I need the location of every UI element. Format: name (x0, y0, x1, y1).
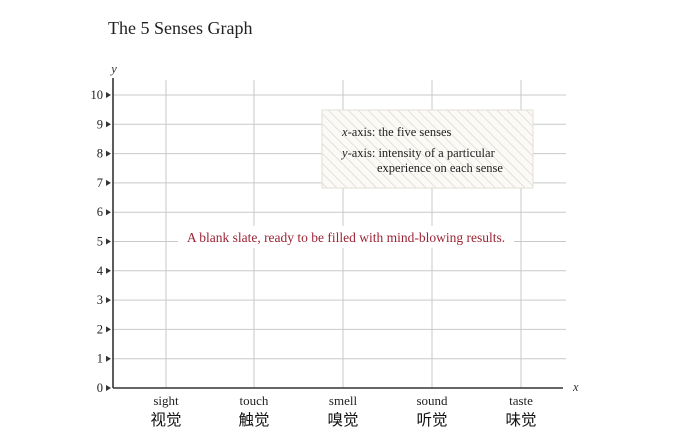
y-tick-marker (106, 179, 111, 186)
y-tick-label: 0 (97, 381, 103, 395)
y-tick-label: 7 (97, 176, 103, 190)
legend-x-prefix: x (341, 125, 348, 139)
legend-y-line: y-axis: intensity of a particular (340, 146, 496, 160)
y-axis-label: y (109, 62, 117, 76)
y-tick-marker (106, 121, 111, 128)
legend-y-text-2: experience on each sense (377, 161, 503, 175)
legend: x-axis: the five senses y-axis: intensit… (321, 109, 534, 189)
legend-x-text: -axis: the five senses (348, 125, 452, 139)
x-categories: sight 视觉 touch 触觉 smell 嗅觉 sound 听觉 taste 味觉 (150, 393, 536, 429)
y-tick-marker (106, 355, 111, 362)
x-category-label: taste (509, 393, 533, 408)
x-category-label-zh: 味觉 (505, 411, 536, 429)
legend-y-prefix: y (340, 146, 348, 160)
y-tick-label: 4 (97, 264, 104, 278)
y-tick-label: 1 (97, 352, 103, 366)
annotation-group: A blank slate, ready to be filled with m… (178, 226, 514, 248)
y-tick-label: 5 (97, 235, 103, 249)
y-tick-marker (106, 385, 111, 391)
x-category-label: touch (240, 393, 269, 408)
y-tick-marker (106, 238, 111, 245)
y-tick-marker (106, 297, 111, 304)
y-tick-label: 8 (97, 147, 103, 161)
x-category-label: sight (153, 393, 179, 408)
x-category-label-zh: 听觉 (416, 411, 447, 429)
y-tick-marker (106, 150, 111, 157)
y-tick-label: 6 (97, 205, 103, 219)
y-tick-label: 9 (97, 117, 103, 131)
x-axis-label: x (572, 380, 579, 394)
legend-y-text-1: -axis: intensity of a particular (348, 146, 496, 160)
x-category-label-zh: 触觉 (238, 411, 269, 429)
y-ticks: 0 1 2 3 4 5 6 7 8 9 10 (91, 88, 111, 395)
y-tick-label: 2 (97, 322, 103, 336)
chart-title: The 5 Senses Graph (108, 18, 253, 38)
y-tick-marker (106, 92, 111, 98)
annotation-text: A blank slate, ready to be filled with m… (187, 230, 505, 245)
x-category-label: smell (329, 393, 358, 408)
x-category-label: sound (416, 393, 448, 408)
axes: yx (109, 62, 579, 394)
y-tick-marker (106, 209, 111, 216)
legend-x-line: x-axis: the five senses (341, 125, 451, 139)
y-tick-marker (106, 326, 111, 333)
y-tick-label: 10 (91, 88, 104, 102)
x-category-label-zh: 嗅觉 (327, 411, 358, 429)
y-tick-marker (106, 267, 111, 274)
y-tick-label: 3 (97, 293, 103, 307)
x-category-label-zh: 视觉 (150, 411, 181, 429)
